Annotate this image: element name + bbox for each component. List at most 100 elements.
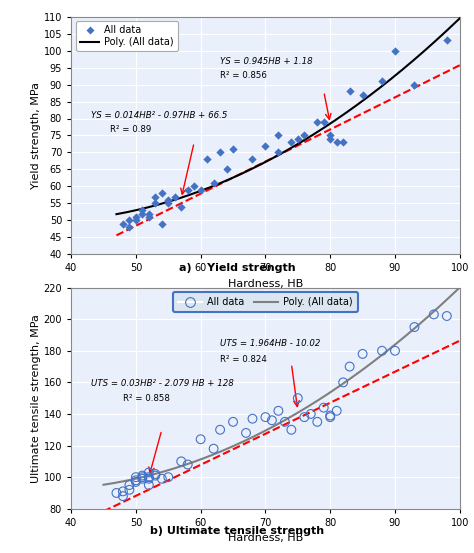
Point [339,138,347,147]
Point [301,131,308,140]
Text: R² = 0.856: R² = 0.856 [220,71,267,80]
Point [138,474,146,483]
Point [274,406,282,415]
Point [333,406,340,415]
Point [410,322,418,331]
Point [229,418,237,426]
Point [327,131,334,140]
Text: YS = 0.014HB² - 0.97HB + 66.5: YS = 0.014HB² - 0.97HB + 66.5 [91,112,227,121]
Point [301,413,308,421]
Point [229,145,237,154]
Point [132,212,140,221]
Point [346,87,354,96]
Point [294,134,301,143]
Point [223,165,230,174]
Point [138,209,146,218]
Point [158,189,165,197]
Point [197,435,204,444]
Text: a)    Yield strength: a) Yield strength [179,263,295,273]
Point [158,220,165,228]
Point [126,481,133,489]
Point [152,471,159,480]
Point [274,131,282,140]
X-axis label: Hardness, HB: Hardness, HB [228,279,303,289]
Point [177,202,185,211]
Point [132,477,140,486]
Point [158,474,165,483]
Point [171,192,179,201]
Legend: All data, Poly. (All data): All data, Poly. (All data) [76,22,178,51]
Point [164,199,172,208]
Point [216,425,224,434]
Text: b) Ultimate tensile strength: b) Ultimate tensile strength [150,526,324,536]
Point [391,46,399,55]
Point [443,36,451,45]
Point [113,488,120,497]
Point [145,473,153,482]
Point [262,141,269,150]
Point [152,469,159,478]
Point [132,476,140,485]
Point [145,212,153,221]
Text: R² = 0.824: R² = 0.824 [220,355,267,364]
Point [339,378,347,387]
Point [288,425,295,434]
Point [359,90,366,99]
Point [307,410,315,419]
Point [164,473,172,482]
Text: UTS = 0.03HB² - 2.079 HB + 128: UTS = 0.03HB² - 2.079 HB + 128 [91,378,233,388]
Text: YS = 0.945HB + 1.18: YS = 0.945HB + 1.18 [220,57,313,66]
Point [203,155,211,164]
Point [119,220,127,228]
Point [119,487,127,496]
Point [145,209,153,218]
Legend: All data, Poly. (All data): All data, Poly. (All data) [173,293,358,312]
Point [430,310,438,319]
Point [126,216,133,225]
Point [327,134,334,143]
Point [184,460,191,469]
Point [391,346,399,355]
Point [126,223,133,232]
Point [210,179,218,187]
Point [281,418,289,426]
Point [262,413,269,421]
Point [320,403,328,412]
Point [138,473,146,482]
Point [327,411,334,420]
Text: UTS = 1.964HB - 10.02: UTS = 1.964HB - 10.02 [220,339,320,348]
Point [268,416,276,425]
Point [145,481,153,489]
Point [249,414,256,423]
Text: R² = 0.89: R² = 0.89 [110,125,151,134]
Point [320,117,328,126]
Point [378,346,386,355]
Point [210,444,218,453]
Point [443,311,451,320]
Point [288,138,295,147]
Point [184,185,191,194]
Point [346,362,354,371]
Point [177,457,185,466]
Point [327,413,334,421]
Point [119,492,127,500]
Point [333,138,340,147]
Y-axis label: Ultimate tensile strength, MPa: Ultimate tensile strength, MPa [31,314,41,483]
Point [249,155,256,164]
Y-axis label: Yield strength, MPa: Yield strength, MPa [31,82,41,189]
Point [410,80,418,89]
Point [359,349,366,358]
Point [274,148,282,157]
Point [313,418,321,426]
Point [138,206,146,215]
Point [294,394,301,403]
Point [313,117,321,126]
Point [191,182,198,191]
Point [152,199,159,208]
Point [132,473,140,482]
Point [126,486,133,494]
Point [138,471,146,480]
Text: R² = 0.858: R² = 0.858 [123,394,170,403]
Point [164,196,172,205]
Point [152,192,159,201]
